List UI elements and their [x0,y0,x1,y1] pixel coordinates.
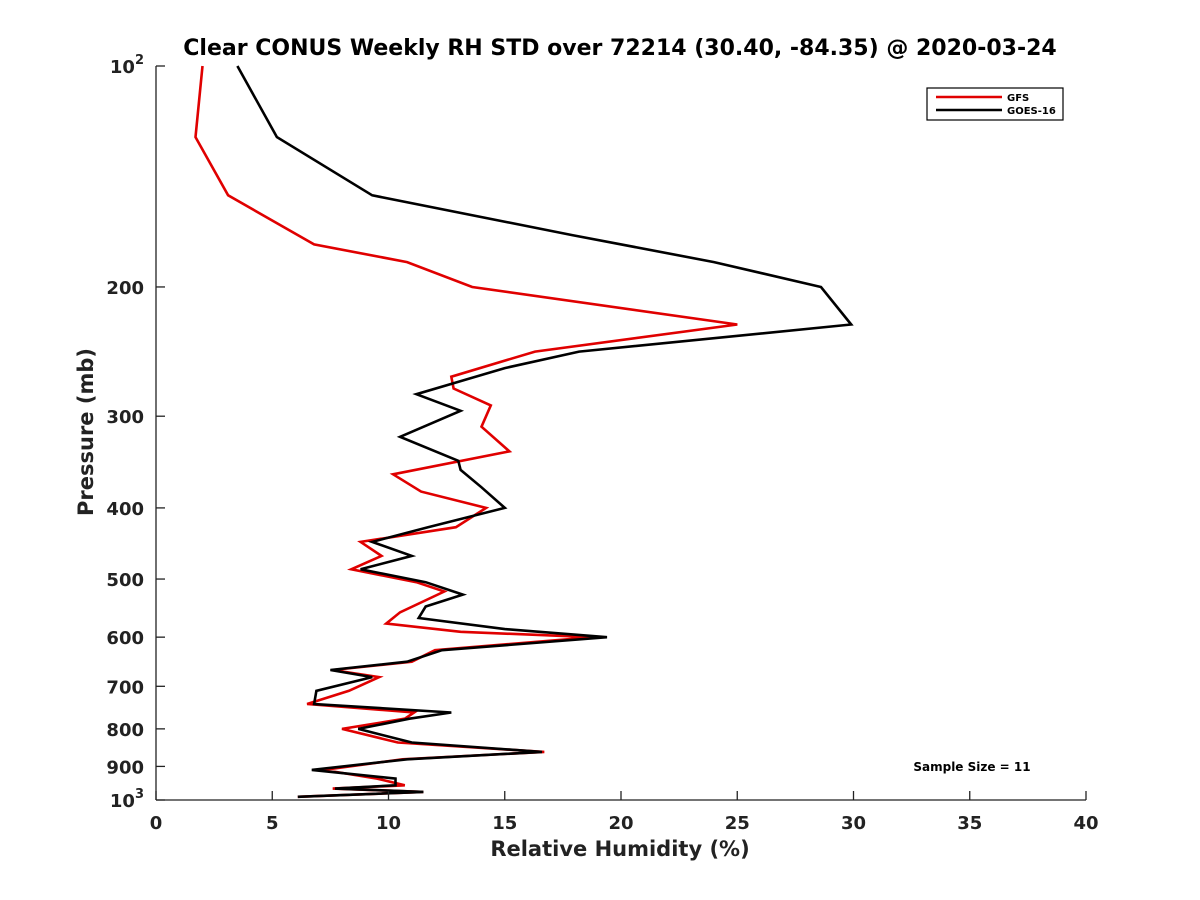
x-tick-label: 40 [1073,813,1098,834]
x-tick-label: 0 [150,813,163,834]
sample-size-annotation: Sample Size = 11 [913,760,1030,774]
y-tick-label: 700 [106,677,144,698]
y-tick-label: 800 [106,720,144,741]
y-tick-label: 102 [110,53,144,78]
chart-title: Clear CONUS Weekly RH STD over 72214 (30… [183,36,1056,61]
x-tick-label: 20 [608,813,633,834]
series-layer [194,65,854,799]
x-axis: 0 5 10 15 20 25 30 35 40 [150,791,1099,834]
x-tick-label: 25 [725,813,750,834]
x-tick-label: 35 [957,813,982,834]
legend-box [926,87,1064,121]
y-tick-label: 300 [106,407,144,428]
y-tick-label: 600 [106,628,144,649]
x-tick-label: 30 [841,813,866,834]
y-axis-label: Pressure (mb) [74,348,98,516]
y-tick-label: 200 [106,278,144,299]
series-line-gfs [194,65,738,799]
legend: GFS GOES-16 [926,87,1064,121]
y-tick-label: 500 [106,570,144,591]
y-tick-label: 900 [106,757,144,778]
x-tick-label: 15 [492,813,517,834]
x-tick-label: 10 [376,813,401,834]
legend-label-goes-16: GOES-16 [1007,106,1056,117]
legend-label-gfs: GFS [1007,93,1029,104]
x-axis-label: Relative Humidity (%) [490,837,749,861]
y-tick-label: 400 [106,499,144,520]
series-line-goes-16 [236,65,854,799]
x-tick-label: 5 [266,813,279,834]
y-axis: 102 200 300 400 500 600 700 800 900 103 [106,53,165,812]
plot-frame [155,66,1086,801]
y-tick-label: 103 [110,787,144,812]
